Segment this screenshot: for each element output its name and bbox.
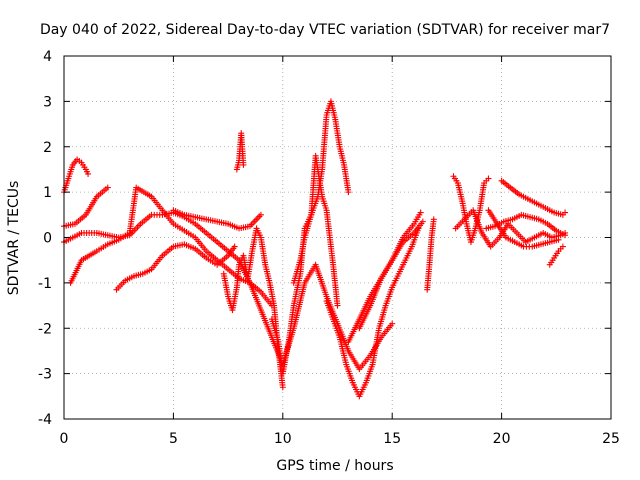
y-tick-label: -1 — [38, 276, 52, 292]
data-point — [257, 211, 264, 218]
data-point — [430, 216, 437, 223]
x-tick-label: 20 — [493, 431, 511, 447]
axis-ticks: 0 5 10 15 20 25 -4 -3 -2 -1 0 1 2 3 4 — [38, 49, 620, 447]
y-axis-label: SDTVAR / TECUs — [6, 181, 22, 296]
data-point — [562, 232, 569, 239]
data-point — [334, 302, 341, 309]
y-tick-label: -2 — [38, 321, 52, 337]
x-tick-label: 10 — [274, 431, 292, 447]
data-point — [389, 320, 396, 327]
data-marks — [61, 98, 569, 400]
data-point — [562, 209, 569, 216]
chart-title: Day 040 of 2022, Sidereal Day-to-day VTE… — [40, 22, 610, 38]
data-point — [559, 243, 566, 250]
grid — [64, 56, 611, 419]
data-point — [85, 170, 92, 177]
data-point — [417, 209, 424, 216]
y-tick-label: 4 — [43, 49, 52, 65]
x-tick-label: 0 — [60, 431, 69, 447]
y-tick-label: 2 — [43, 140, 52, 156]
y-tick-label: 1 — [43, 185, 52, 201]
y-tick-label: 3 — [43, 94, 52, 110]
data-point — [279, 384, 286, 391]
x-tick-label: 25 — [602, 431, 620, 447]
x-tick-label: 5 — [169, 431, 178, 447]
x-tick-label: 15 — [383, 431, 401, 447]
data-point — [485, 175, 492, 182]
y-tick-label: -4 — [38, 412, 52, 428]
data-point — [345, 189, 352, 196]
data-point — [104, 184, 111, 191]
data-point — [419, 218, 426, 225]
data-point — [231, 243, 238, 250]
data-point — [240, 161, 247, 168]
y-tick-label: 0 — [43, 231, 52, 247]
x-axis-label: GPS time / hours — [276, 458, 393, 474]
data-point — [555, 236, 562, 243]
y-tick-label: -3 — [38, 367, 52, 383]
